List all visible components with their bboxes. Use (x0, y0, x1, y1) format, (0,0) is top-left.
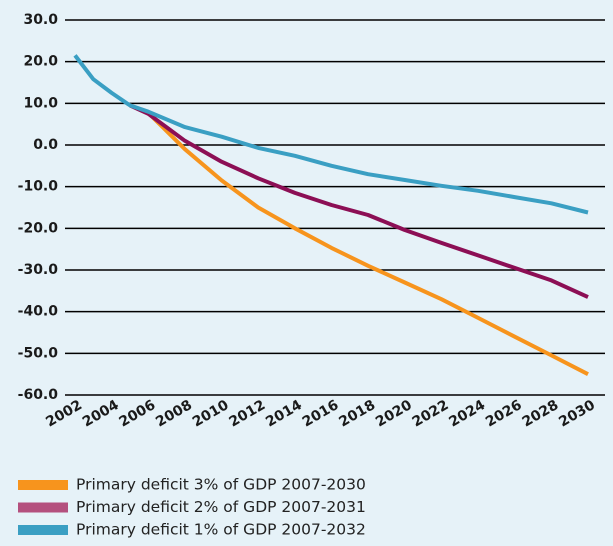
y-tick-label: 30.0 (23, 12, 58, 28)
x-tick-label: 2006 (117, 397, 159, 430)
x-tick-label: 2022 (410, 397, 452, 430)
x-tick-label: 2026 (483, 397, 525, 430)
x-tick-label: 2030 (556, 397, 598, 430)
x-tick-label: 2014 (263, 397, 305, 430)
x-tick-label: 2024 (446, 397, 488, 430)
y-tick-label: -60.0 (18, 387, 59, 403)
legend-swatch (18, 502, 68, 513)
y-tick-label: 0.0 (33, 137, 58, 153)
y-tick-label: -40.0 (18, 304, 59, 320)
legend-label: Primary deficit 3% of GDP 2007-2030 (76, 476, 366, 494)
x-tick-label: 2010 (190, 397, 232, 430)
x-tick-label: 2016 (300, 397, 342, 430)
x-tick-label: 2008 (153, 397, 195, 430)
x-tick-label: 2004 (80, 397, 122, 430)
legend-swatch (18, 480, 68, 490)
series-line (73, 54, 589, 215)
legend-swatch (18, 525, 68, 535)
x-tick-label: 2012 (226, 397, 268, 430)
x-tick-label: 2018 (336, 397, 378, 430)
y-tick-label: 20.0 (23, 54, 58, 70)
y-tick-label: 10.0 (23, 95, 58, 111)
y-tick-label: -20.0 (18, 220, 59, 236)
y-tick-label: -30.0 (18, 262, 59, 278)
legend-label: Primary deficit 1% of GDP 2007-2032 (76, 521, 366, 539)
x-tick-label: 2020 (373, 397, 415, 430)
series-line (129, 103, 589, 376)
y-tick-label: -10.0 (18, 179, 59, 195)
x-tick-label: 2028 (520, 397, 562, 430)
y-tick-label: -50.0 (18, 345, 59, 361)
legend-label: Primary deficit 2% of GDP 2007-2031 (76, 498, 366, 516)
series-line (129, 103, 589, 299)
